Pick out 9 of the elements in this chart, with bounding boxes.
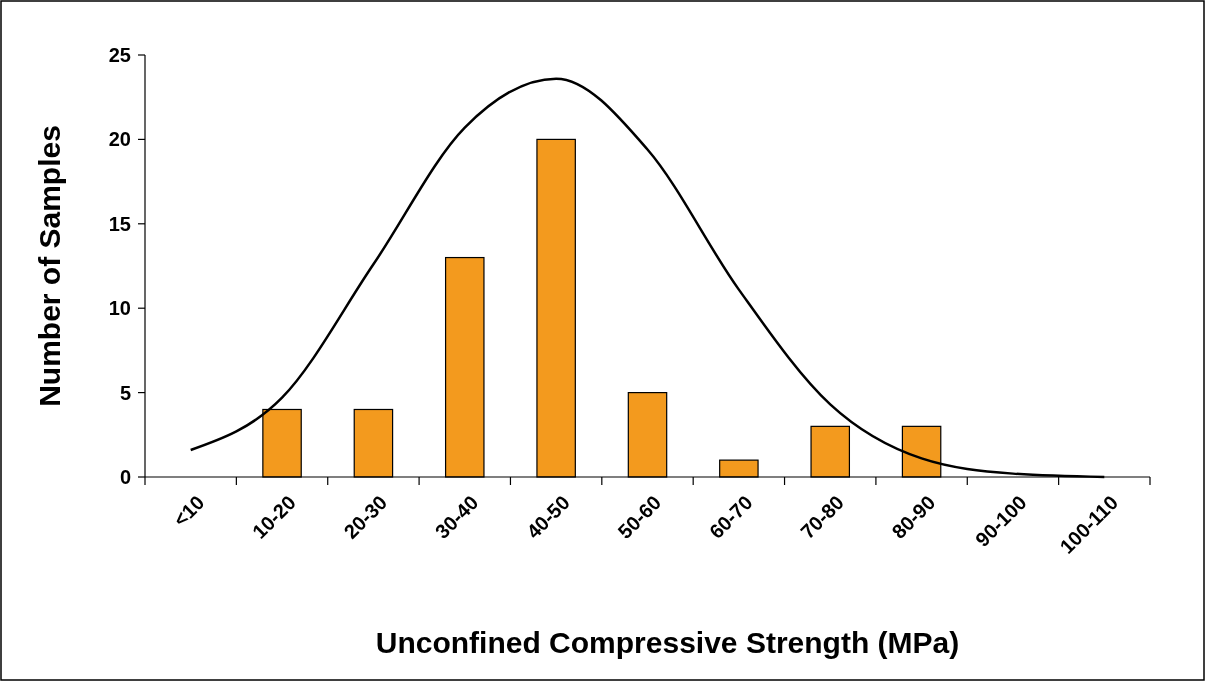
y-tick-label: 20 xyxy=(108,128,131,151)
y-tick-label: 25 xyxy=(108,44,131,66)
x-axis-title: Unconfined Compressive Strength (MPa) xyxy=(375,626,960,659)
y-tick-label: 15 xyxy=(108,212,131,235)
y-tick-label: 10 xyxy=(108,297,131,320)
y-tick-label: 5 xyxy=(119,381,131,404)
y-axis-title: Number of Samples xyxy=(33,125,66,407)
y-tick-label: 0 xyxy=(119,466,131,488)
x-tick-label: <10 xyxy=(168,491,209,531)
